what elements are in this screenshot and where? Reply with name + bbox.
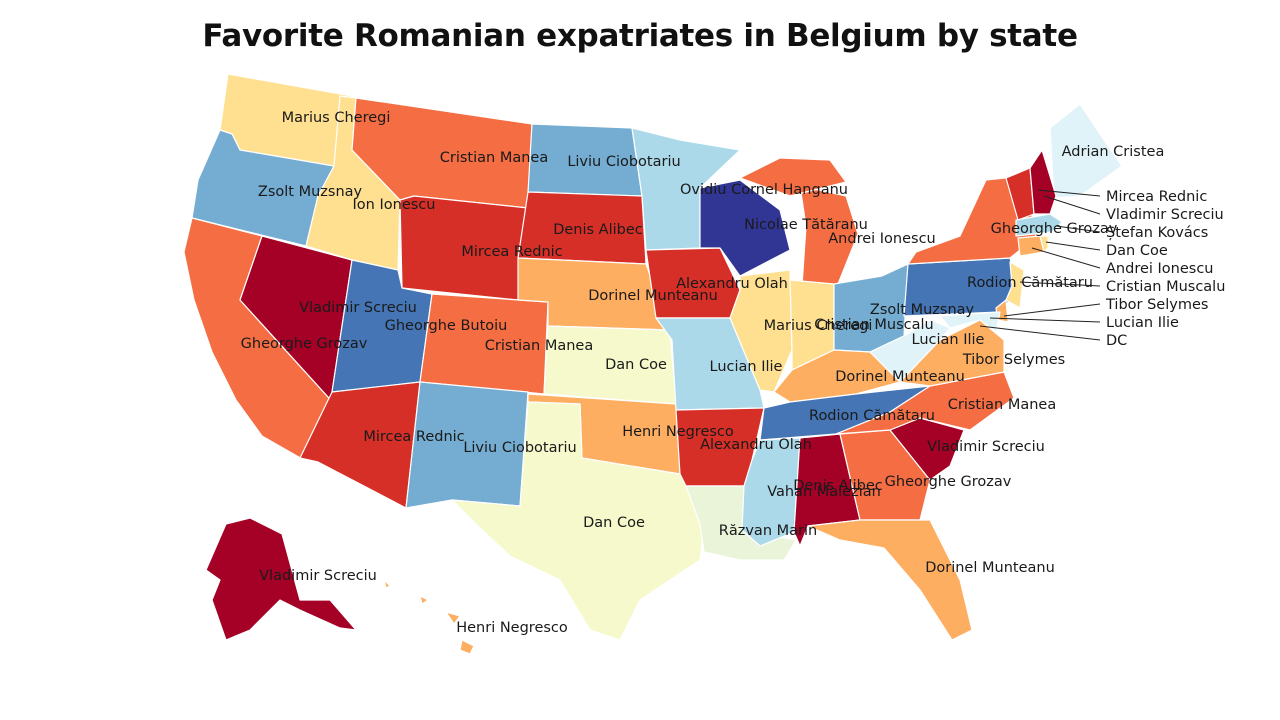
state-MD[interactable] [939, 311, 1001, 333]
label-AL: Denis Alibec [793, 478, 883, 494]
label-MT: Cristian Manea [440, 150, 548, 166]
label-CO: Cristian Manea [485, 338, 593, 354]
label-KY: Dorinel Munteanu [835, 369, 965, 385]
state-HI[interactable] [383, 579, 475, 655]
label-LA: Răzvan Marin [719, 523, 817, 539]
label-FL: Dorinel Munteanu [925, 560, 1055, 576]
state-NJ[interactable] [1005, 261, 1025, 309]
label-NY: Gheorghe Grozav [991, 221, 1118, 237]
label-GA: Gheorghe Grozav [885, 474, 1012, 490]
label-NJ: Cristian Muscalu [1106, 279, 1225, 295]
state-TX[interactable] [451, 401, 705, 641]
label-ME: Adrian Cristea [1062, 144, 1165, 160]
callout-lines [979, 189, 1101, 341]
state-RI[interactable] [1039, 235, 1049, 253]
label-VA: Tibor Selymes [962, 352, 1065, 368]
state-shapes [183, 73, 1123, 655]
label-SD: Denis Alibec [553, 222, 643, 238]
state-MI-upper[interactable] [739, 157, 847, 197]
label-ND: Liviu Ciobotariu [567, 154, 680, 170]
label-WA: Marius Cheregi [282, 110, 391, 126]
label-MO: Lucian Ilie [710, 359, 783, 375]
label-NV: Vladimir Screciu [299, 300, 417, 316]
state-WI[interactable] [699, 179, 791, 277]
state-WY[interactable] [399, 195, 529, 301]
callout-line-DC [979, 325, 1101, 341]
label-AZ: Mircea Rednic [363, 429, 464, 445]
label-HI: Henri Negresco [456, 620, 568, 636]
label-KS: Dan Coe [605, 357, 667, 373]
label-SC: Vladimir Screciu [927, 439, 1045, 455]
callout-line-CT [1031, 247, 1101, 269]
callout-line-DE [1003, 303, 1101, 317]
label-MN: Ovidiu Cornel Hanganu [680, 182, 848, 198]
state-AZ[interactable] [299, 381, 421, 509]
callout-line-MD [989, 317, 1101, 323]
label-NH: Vladimir Screciu [1106, 207, 1224, 223]
label-VT: Mircea Rednic [1106, 189, 1207, 205]
state-WV[interactable] [869, 319, 951, 383]
label-IA: Alexandru Olah [676, 276, 788, 292]
callout-line-NH [1043, 195, 1101, 215]
label-WY: Mircea Rednic [461, 244, 562, 260]
label-MI: Andrei Ionescu [828, 231, 936, 247]
label-TX: Dan Coe [583, 515, 645, 531]
label-NC: Cristian Manea [948, 397, 1056, 413]
label-MA: Ștefan Kovács [1106, 225, 1208, 241]
state-AK[interactable] [205, 517, 357, 641]
state-FL[interactable] [807, 519, 973, 641]
label-CT: Andrei Ionescu [1106, 261, 1214, 277]
label-PA: Rodion Cămătaru [967, 275, 1093, 291]
label-ID: Ion Ionescu [353, 197, 436, 213]
label-UT: Gheorghe Butoiu [385, 318, 508, 334]
label-IN: Cristian Muscalu [814, 317, 933, 333]
label-MS: Vahan Malezian [767, 484, 881, 500]
label-WV: Lucian Ilie [912, 332, 985, 348]
label-NE: Dorinel Munteanu [588, 288, 718, 304]
callout-line-MA [1055, 225, 1101, 233]
label-OR: Zsolt Muzsnay [258, 184, 363, 200]
map-title: Favorite Romanian expatriates in Belgium… [202, 18, 1078, 54]
state-CT[interactable] [1017, 235, 1045, 257]
callout-line-NJ [1019, 281, 1101, 287]
label-TN: Rodion Cămătaru [809, 408, 935, 424]
callout-line-RI [1045, 241, 1101, 251]
label-MD: Lucian Ilie [1106, 315, 1179, 331]
label-AR: Alexandru Olah [700, 437, 812, 453]
label-IL: Marius Cheregi [764, 318, 873, 334]
callout-line-VT [1037, 189, 1101, 197]
label-CA: Gheorghe Grozav [241, 336, 368, 352]
label-DC: DC [1106, 333, 1127, 349]
state-labels: Marius Cheregi Zsolt Muzsnay Gheorghe Gr… [241, 110, 1226, 636]
label-AK: Vladimir Screciu [259, 568, 377, 584]
label-DE: Tibor Selymes [1105, 297, 1208, 313]
label-NM: Liviu Ciobotariu [463, 440, 576, 456]
label-WI: Nicolae Tătăranu [744, 217, 868, 233]
label-OH: Zsolt Muzsnay [870, 302, 975, 318]
label-OK: Henri Negresco [622, 424, 734, 440]
label-RI: Dan Coe [1106, 243, 1168, 259]
state-MA[interactable] [1015, 213, 1063, 237]
